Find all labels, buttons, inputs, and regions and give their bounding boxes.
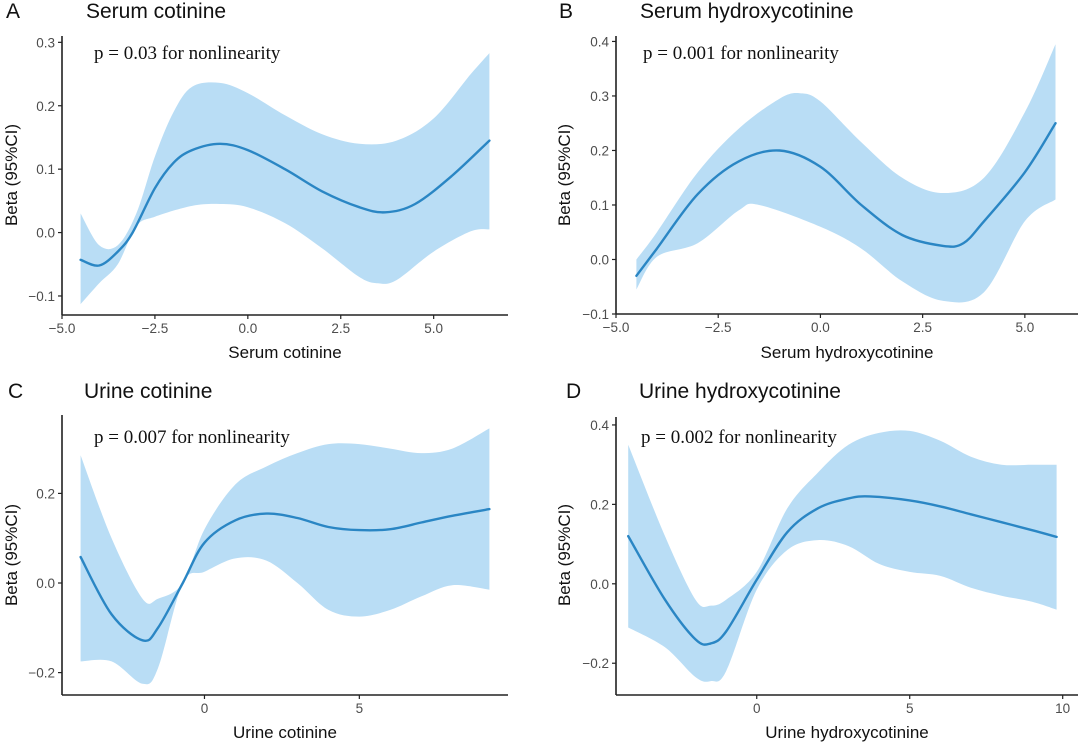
panel-title: Serum cotinine bbox=[86, 0, 227, 23]
y-tick-label: 0.4 bbox=[590, 34, 609, 49]
panel-title: Urine cotinine bbox=[84, 380, 213, 403]
x-tick-label: −2.5 bbox=[142, 321, 169, 336]
panel-a: A Serum cotinine −5.0 −2.5 0.0 2.5 5.0 −0.1 0.… bbox=[0, 0, 540, 373]
y-tick-label: 0.0 bbox=[36, 226, 55, 241]
x-tick-label: −5.0 bbox=[603, 320, 630, 335]
beta-line bbox=[79, 139, 491, 267]
x-tick-label: 10 bbox=[1055, 701, 1070, 716]
y-tick-label: −0.1 bbox=[28, 289, 55, 304]
y-tick-label: 0.0 bbox=[36, 576, 55, 591]
plot-area: 0 5 10 −0.2 0.0 0.2 0.4 bbox=[582, 417, 1078, 716]
y-tick-label: 0.1 bbox=[36, 162, 55, 177]
x-tick-label: 5 bbox=[906, 701, 914, 716]
x-axis-label: Urine hydroxycotinine bbox=[765, 723, 929, 742]
y-axis-label: Beta (95%CI) bbox=[555, 123, 574, 227]
y-axis-label: Beta (95%CI) bbox=[2, 123, 21, 227]
x-tick-label: 5 bbox=[356, 701, 364, 716]
panel-letter: A bbox=[6, 0, 21, 23]
ci-band bbox=[628, 430, 1057, 682]
nonlinearity-annotation: p = 0.001 for nonlinearity bbox=[643, 43, 839, 64]
x-tick-label: 5.0 bbox=[424, 321, 443, 336]
plot-area: −5.0 −2.5 0.0 2.5 5.0 −0.1 0.0 0.1 0.2 0.3 bbox=[28, 35, 508, 336]
y-tick-label: 0.3 bbox=[36, 35, 55, 50]
panel-c: C Urine cotinine 0 5 −0.2 0.0 0.2 p = 0.007 … bbox=[0, 373, 540, 746]
plot-area: 0 5 −0.2 0.0 0.2 bbox=[28, 415, 508, 716]
y-tick-label: 0.0 bbox=[590, 577, 609, 592]
x-tick-label: 2.5 bbox=[331, 321, 350, 336]
ci-band bbox=[80, 53, 490, 305]
x-tick-label: 0 bbox=[753, 701, 761, 716]
panel-d: D Urine hydroxycotinine 0 5 10 −0.2 0.0 0.2 0.… bbox=[540, 373, 1080, 746]
panel-title: Serum hydroxycotinine bbox=[640, 0, 854, 23]
x-axis-label: Serum hydroxycotinine bbox=[760, 343, 934, 362]
beta-line bbox=[635, 122, 1057, 277]
beta-line bbox=[627, 495, 1058, 646]
panel-letter: D bbox=[566, 380, 582, 403]
x-axis-label: Urine cotinine bbox=[233, 723, 337, 742]
y-tick-label: 0.0 bbox=[590, 252, 609, 267]
nonlinearity-annotation: p = 0.007 for nonlinearity bbox=[94, 427, 290, 448]
y-tick-label: 0.2 bbox=[590, 497, 609, 512]
x-tick-label: 2.5 bbox=[913, 320, 932, 335]
y-axis-label: Beta (95%CI) bbox=[2, 503, 21, 607]
y-tick-label: −0.2 bbox=[28, 666, 55, 681]
y-tick-label: 0.3 bbox=[590, 89, 609, 104]
x-tick-label: 0.0 bbox=[238, 321, 257, 336]
ci-band bbox=[636, 44, 1056, 303]
x-axis-label: Serum cotinine bbox=[228, 343, 342, 362]
y-tick-label: 0.1 bbox=[590, 198, 609, 213]
y-tick-label: −0.2 bbox=[582, 656, 609, 671]
x-tick-label: 0.0 bbox=[811, 320, 830, 335]
y-tick-label: 0.2 bbox=[36, 486, 55, 501]
nonlinearity-annotation: p = 0.03 for nonlinearity bbox=[94, 43, 281, 64]
panel-title: Urine hydroxycotinine bbox=[639, 380, 841, 403]
panel-letter: B bbox=[559, 0, 574, 23]
y-tick-label: 0.4 bbox=[590, 418, 609, 433]
nonlinearity-annotation: p = 0.002 for nonlinearity bbox=[641, 427, 837, 448]
x-tick-label: −5.0 bbox=[49, 321, 76, 336]
y-axis-label: Beta (95%CI) bbox=[555, 503, 574, 607]
beta-line bbox=[79, 507, 491, 643]
plot-area: −5.0 −2.5 0.0 2.5 5.0 −0.1 0.0 0.1 0.2 0.3 0.4 bbox=[582, 34, 1078, 335]
x-tick-label: −2.5 bbox=[705, 320, 732, 335]
y-tick-label: 0.2 bbox=[36, 99, 55, 114]
panel-letter: C bbox=[8, 380, 24, 403]
y-tick-label: −0.1 bbox=[582, 307, 609, 322]
x-tick-label: 0 bbox=[201, 701, 209, 716]
panel-b: B Serum hydroxycotinine −5.0 −2.5 0.0 2.5 5.… bbox=[540, 0, 1080, 373]
y-tick-label: 0.2 bbox=[590, 143, 609, 158]
ci-band bbox=[80, 428, 490, 685]
x-tick-label: 5.0 bbox=[1015, 320, 1034, 335]
